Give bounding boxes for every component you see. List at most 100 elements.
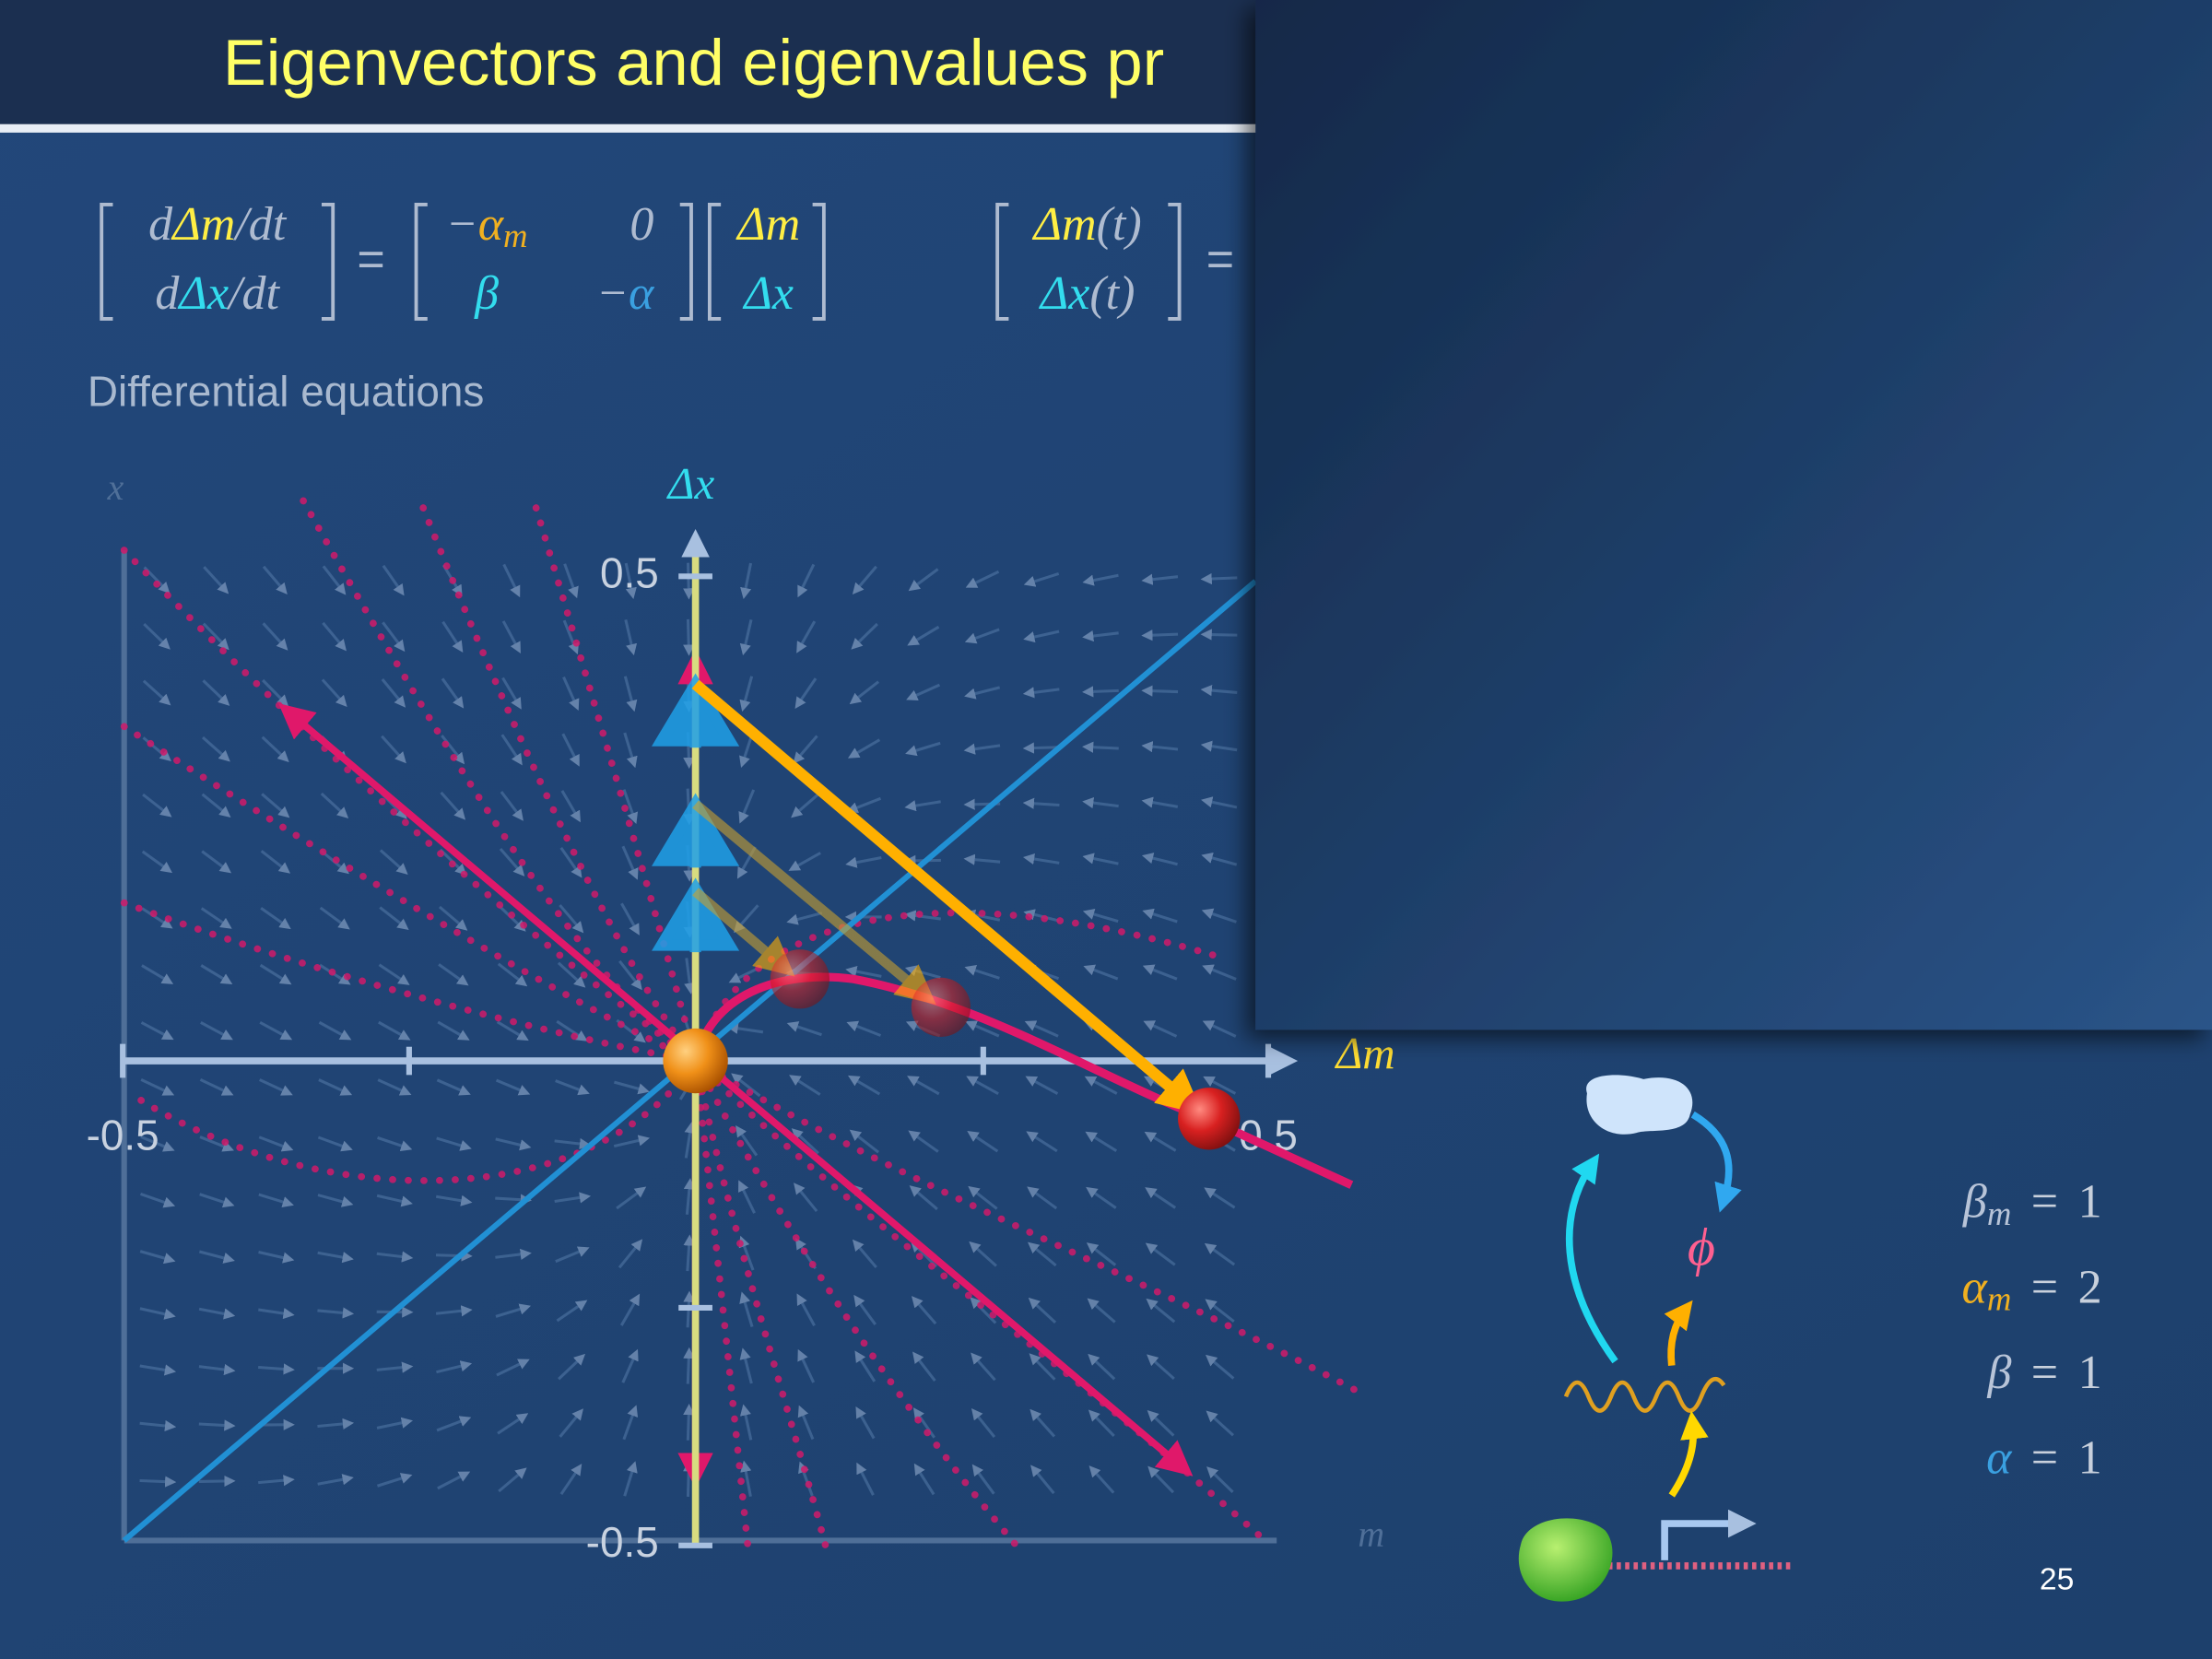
- field-arrow: [262, 565, 288, 595]
- inset-panel: [1255, 0, 2212, 1030]
- state-point: [1178, 1088, 1241, 1150]
- field-arrow: [441, 677, 465, 709]
- subscript: m: [1987, 1194, 2012, 1232]
- field-arrow: [140, 1135, 175, 1152]
- field-arrow: [142, 793, 172, 818]
- bracket: [321, 203, 335, 321]
- field-arrow: [851, 622, 878, 650]
- y-axis-label: Δx: [666, 458, 715, 509]
- field-arrow: [1082, 741, 1119, 753]
- state-arrow: [692, 888, 795, 977]
- lhs-part: d: [148, 198, 173, 251]
- field-arrow: [382, 621, 406, 653]
- field-arrow: [322, 565, 347, 595]
- field-arrow: [562, 677, 580, 711]
- field-arrow: [202, 679, 230, 706]
- field-arrow: [199, 1135, 234, 1152]
- lhs-part: Δm: [171, 198, 235, 251]
- bracket: [707, 203, 722, 321]
- field-arrow: [1141, 685, 1179, 697]
- bracket: [1168, 203, 1182, 321]
- field-arrow: [1203, 1076, 1237, 1095]
- title-rule: [0, 124, 1270, 133]
- field-arrow: [1206, 1466, 1234, 1493]
- mrna: [1563, 1376, 1726, 1413]
- lhs-part: Δx: [177, 267, 229, 320]
- parameters: βm = 1αm = 2β = 1α = 1: [1962, 1176, 2102, 1485]
- field-arrow: [563, 563, 579, 599]
- lhs-part: /dt: [226, 267, 280, 320]
- field-arrow: [1200, 629, 1238, 641]
- field-arrow: [794, 677, 818, 709]
- field-arrow: [1204, 1242, 1236, 1266]
- operator: =: [2031, 1176, 2058, 1229]
- bracket: [679, 203, 693, 321]
- protein-blob: [1586, 1075, 1693, 1135]
- field-arrow: [139, 1307, 176, 1320]
- field-arrow: [200, 907, 232, 929]
- bracket: [995, 203, 1009, 321]
- value: 1: [2078, 1347, 2102, 1399]
- field-arrow: [1204, 1187, 1236, 1209]
- parameter: α = 1: [1986, 1431, 2102, 1484]
- field-arrow: [623, 676, 638, 712]
- field-arrow: [683, 1290, 695, 1328]
- field-arrow: [321, 678, 347, 708]
- field-arrow: [201, 793, 231, 818]
- bracket: [812, 203, 826, 321]
- equals: =: [357, 232, 384, 286]
- matrix-entry: −αm: [446, 198, 528, 255]
- value: 1: [2078, 1431, 2102, 1484]
- field-arrow: [1202, 964, 1237, 981]
- field-arrow: [624, 619, 638, 656]
- field-arrow: [141, 850, 173, 874]
- field-arrow: [437, 1471, 471, 1490]
- field-arrow: [139, 1250, 176, 1265]
- matrix-entry: −α: [596, 267, 655, 320]
- symbol: β: [1962, 1176, 1987, 1229]
- polymerase: [1518, 1518, 1613, 1602]
- vector-entry: Δm: [735, 198, 800, 251]
- subscript: m: [503, 218, 528, 255]
- operator: =: [2031, 1347, 2058, 1399]
- field-arrow: [201, 850, 232, 874]
- field-arrow: [198, 1250, 235, 1264]
- field-arrow: [143, 622, 171, 650]
- dotted-trajectory: [419, 504, 700, 1065]
- growth-arrow: [652, 673, 740, 748]
- field-arrow: [965, 570, 1000, 588]
- field-arrow: [849, 680, 880, 705]
- argument: (t): [1089, 267, 1135, 320]
- field-arrow: [258, 1475, 295, 1487]
- matrix-entry: β: [474, 267, 499, 320]
- field-arrow: [740, 562, 753, 600]
- field-arrow: [139, 1193, 176, 1208]
- symbol: β: [474, 267, 499, 320]
- field-arrow: [142, 679, 171, 706]
- field-arrow: [1200, 572, 1238, 585]
- field-arrow: [1023, 571, 1060, 587]
- field-arrow: [739, 676, 754, 712]
- lhs-part: d: [155, 267, 180, 320]
- field-arrow: [501, 677, 522, 710]
- protein-decay-arrow: [1690, 1111, 1742, 1213]
- argument: (t): [1097, 198, 1142, 251]
- state-point: [911, 977, 971, 1037]
- symbol: α: [478, 198, 505, 251]
- solution-entry: Δx(t): [1039, 267, 1135, 320]
- sign: −: [446, 198, 478, 251]
- field-arrow: [908, 568, 939, 592]
- field-arrow: [140, 1077, 175, 1096]
- field-arrow: [1141, 573, 1179, 585]
- field-arrow: [1082, 629, 1119, 642]
- mrna-decay-arrow: [1664, 1300, 1693, 1367]
- page-number: 25: [2040, 1563, 2074, 1597]
- field-arrow: [199, 1193, 235, 1208]
- field-arrow: [441, 620, 464, 653]
- time-course-inset: [1255, 0, 2212, 1030]
- field-arrow: [322, 621, 347, 652]
- value: 2: [2078, 1261, 2102, 1313]
